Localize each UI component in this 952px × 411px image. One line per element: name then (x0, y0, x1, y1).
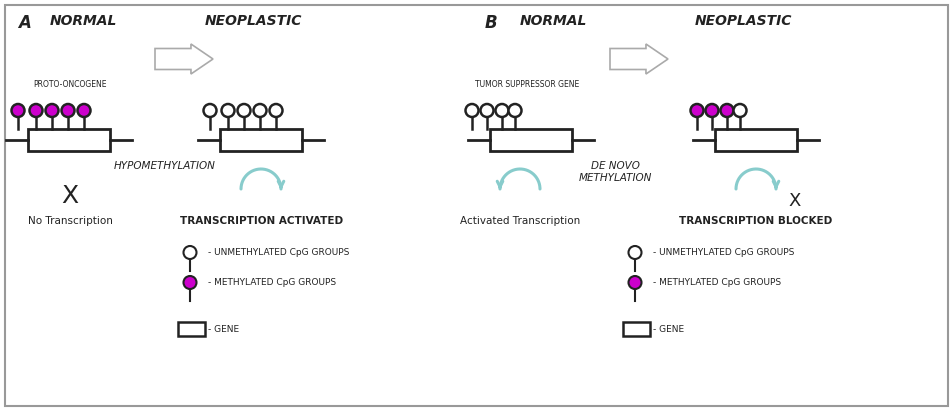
Text: NEOPLASTIC: NEOPLASTIC (205, 14, 302, 28)
Text: TUMOR SUPPRESSOR GENE: TUMOR SUPPRESSOR GENE (474, 80, 579, 89)
Text: X: X (788, 192, 801, 210)
Bar (623, 322, 649, 336)
Circle shape (237, 104, 250, 117)
Text: X: X (61, 184, 78, 208)
Text: - GENE: - GENE (208, 325, 239, 333)
Circle shape (508, 104, 521, 117)
Circle shape (62, 104, 74, 117)
Polygon shape (155, 44, 213, 74)
Text: B: B (485, 14, 497, 32)
Circle shape (11, 104, 25, 117)
Circle shape (704, 104, 718, 117)
Text: - UNMETHYLATED CpG GROUPS: - UNMETHYLATED CpG GROUPS (208, 248, 349, 257)
Bar (178, 322, 205, 336)
Text: NEOPLASTIC: NEOPLASTIC (694, 14, 791, 28)
Text: - METHYLATED CpG GROUPS: - METHYLATED CpG GROUPS (652, 278, 781, 287)
Text: NORMAL: NORMAL (50, 14, 117, 28)
Circle shape (627, 246, 641, 259)
Circle shape (184, 276, 196, 289)
Circle shape (204, 104, 216, 117)
Circle shape (184, 246, 196, 259)
Circle shape (465, 104, 478, 117)
Circle shape (627, 276, 641, 289)
Circle shape (480, 104, 493, 117)
Polygon shape (609, 44, 667, 74)
Text: A: A (18, 14, 30, 32)
Text: PROTO-ONCOGENE: PROTO-ONCOGENE (33, 80, 107, 89)
Circle shape (733, 104, 745, 117)
Bar (220, 129, 302, 151)
Text: DE NOVO
METHYLATION: DE NOVO METHYLATION (578, 161, 651, 182)
Text: HYPOMETHYLATION: HYPOMETHYLATION (114, 161, 216, 171)
Text: - METHYLATED CpG GROUPS: - METHYLATED CpG GROUPS (208, 278, 336, 287)
Text: - UNMETHYLATED CpG GROUPS: - UNMETHYLATED CpG GROUPS (652, 248, 794, 257)
Circle shape (77, 104, 90, 117)
Circle shape (253, 104, 267, 117)
Circle shape (720, 104, 733, 117)
Bar (489, 129, 571, 151)
Bar (28, 129, 109, 151)
Circle shape (221, 104, 234, 117)
Circle shape (495, 104, 508, 117)
Circle shape (269, 104, 282, 117)
Circle shape (690, 104, 703, 117)
Text: - GENE: - GENE (652, 325, 684, 333)
Circle shape (46, 104, 58, 117)
Circle shape (30, 104, 43, 117)
Bar (714, 129, 796, 151)
Text: TRANSCRIPTION ACTIVATED: TRANSCRIPTION ACTIVATED (180, 216, 344, 226)
Text: Activated Transcription: Activated Transcription (460, 216, 580, 226)
Text: No Transcription: No Transcription (28, 216, 112, 226)
Text: TRANSCRIPTION BLOCKED: TRANSCRIPTION BLOCKED (679, 216, 832, 226)
Text: NORMAL: NORMAL (520, 14, 586, 28)
FancyBboxPatch shape (5, 5, 947, 406)
